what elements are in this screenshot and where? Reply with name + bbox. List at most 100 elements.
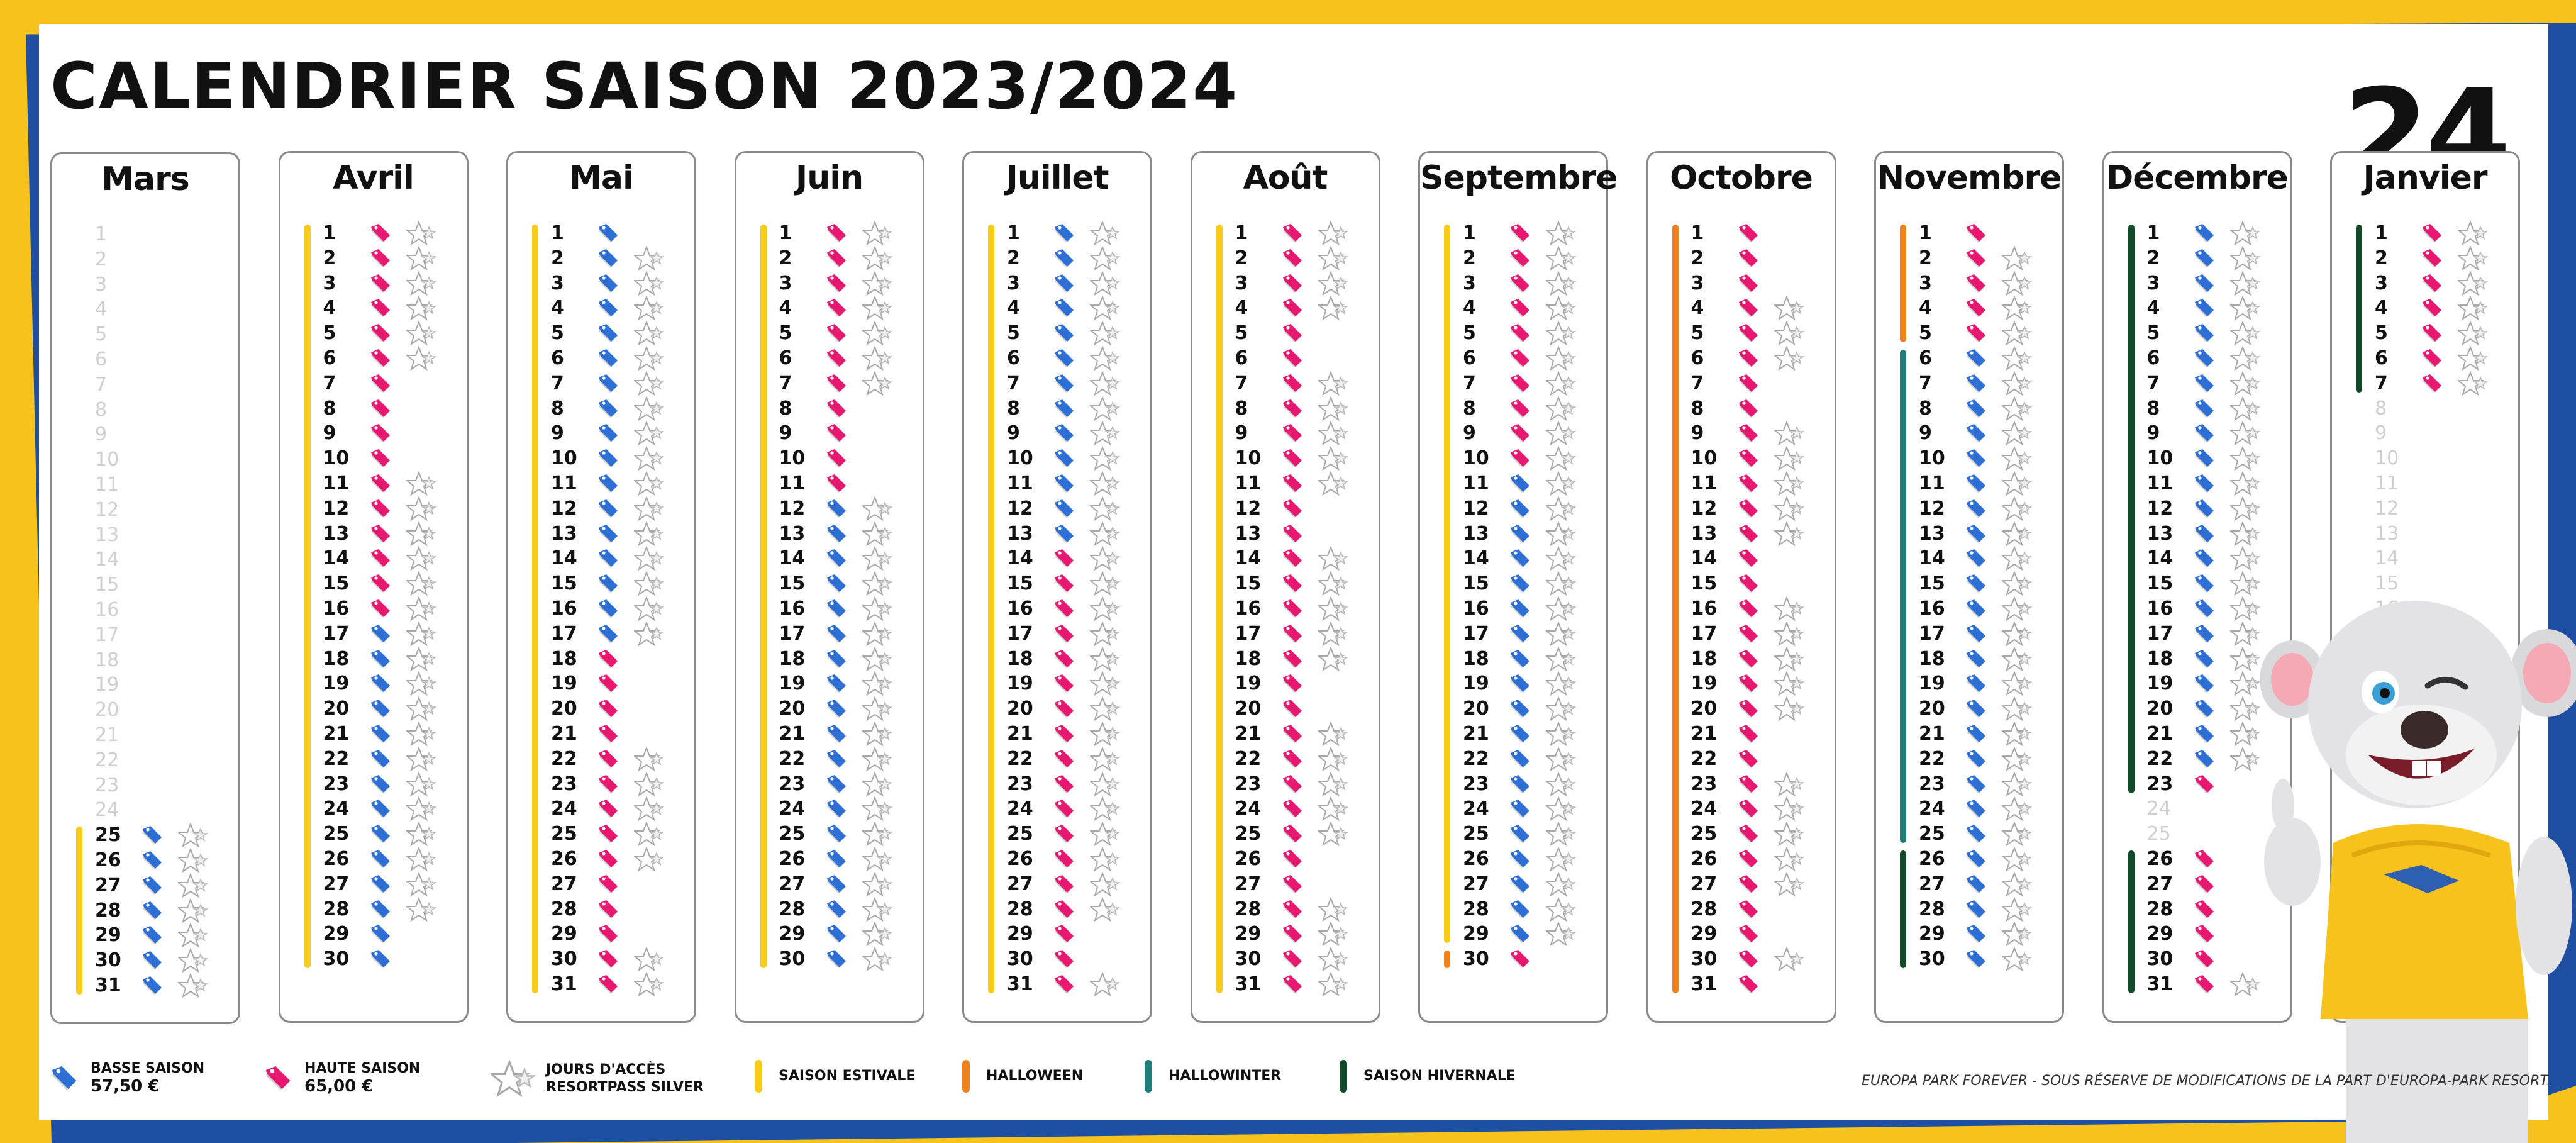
day-number: 25 [1463, 823, 1489, 845]
day-number: 16 [1919, 597, 1945, 620]
day-row: 3 [964, 270, 1150, 296]
season-bar-segment [532, 621, 538, 647]
season-bar-segment [304, 671, 311, 697]
month-name: Août [1243, 159, 1328, 197]
day-row: 6 [1876, 345, 2062, 371]
basse-saison-tag-icon [142, 901, 163, 920]
season-bar-segment [760, 321, 767, 347]
haute-saison-tag-icon [1282, 799, 1303, 818]
season-bar-segment [1900, 270, 1906, 296]
haute-saison-tag-icon [1282, 248, 1303, 267]
day-row: 8 [280, 396, 467, 421]
day-row: 1 [2104, 220, 2290, 246]
day-row: 10 [2332, 446, 2518, 471]
day-number: 26 [1919, 847, 1945, 870]
day-number: 17 [779, 622, 806, 645]
day-row: 26 [1876, 846, 2062, 872]
day-row: 3 [1192, 270, 1379, 296]
season-bar-segment [1672, 521, 1679, 547]
season-bar-segment [1216, 846, 1223, 872]
season-bar-segment [1216, 421, 1223, 447]
month-name: Janvier [2363, 159, 2487, 197]
season-bar-segment [2128, 596, 2135, 622]
day-number: 2 [1919, 247, 1932, 269]
resortpass-star-icon [2001, 821, 2033, 847]
basse-saison-tag-icon [2194, 549, 2215, 568]
day-row: 5 [280, 320, 467, 347]
day-row: 31 [1192, 971, 1379, 997]
legend: BASSE SAISON 57,50 € HAUTE SAISON 65,00 € JO… [50, 1059, 2541, 1110]
day-number: 20 [1007, 698, 1033, 720]
day-row: 7 [1648, 371, 1835, 396]
day-number: 27 [1919, 873, 1945, 895]
day-number: 10 [323, 447, 350, 470]
basse-saison-tag-icon [2194, 449, 2215, 468]
season-bar-segment [988, 896, 994, 922]
legend-price: 57,50 € [91, 1077, 160, 1096]
day-row: 24 [1648, 796, 1835, 822]
day-row: 14 [1648, 546, 1835, 572]
season-bar-segment [2128, 446, 2135, 472]
season-bar-segment [2128, 546, 2135, 572]
day-row: 15 [2332, 571, 2518, 596]
day-number: 8 [2146, 397, 2160, 420]
day-row: 28 [1192, 896, 1379, 922]
season-bar-segment [1900, 746, 1906, 772]
day-row: 27 [508, 871, 694, 897]
resortpass-star-icon [404, 721, 437, 747]
season-bar-segment [1900, 471, 1906, 496]
day-row: 4 [1192, 295, 1379, 321]
basse-saison-tag-icon [1053, 298, 1075, 318]
day-row: 24 [280, 796, 467, 822]
haute-saison-tag-icon [370, 574, 391, 593]
resortpass-star-icon [1545, 896, 1577, 922]
day-number: 30 [323, 948, 350, 971]
day-row: 13 [2104, 520, 2290, 547]
resortpass-star-icon [177, 973, 209, 998]
haute-saison-tag-icon [1053, 649, 1075, 668]
haute-saison-tag-icon [1053, 974, 1075, 993]
basse-saison-tag-icon [1965, 799, 1987, 818]
season-bar-segment [2128, 396, 2135, 421]
resortpass-star-icon [2457, 345, 2489, 371]
day-number: 11 [323, 472, 350, 494]
basse-saison-tag-icon [142, 850, 163, 869]
basse-saison-tag-icon [1509, 699, 1531, 718]
resortpass-star-icon [860, 771, 893, 797]
season-bar-segment [2356, 225, 2362, 246]
day-row: 9 [736, 421, 923, 447]
season-bar-segment [1444, 421, 1450, 447]
resortpass-star-icon [1545, 620, 1577, 647]
season-bar-segment [988, 971, 994, 993]
resortpass-star-icon [633, 345, 665, 371]
season-bar-segment [1216, 871, 1223, 897]
season-bar-segment [304, 796, 311, 822]
season-bar-segment [988, 225, 994, 246]
haute-saison-tag-icon [2194, 974, 2215, 993]
day-number: 20 [551, 698, 577, 720]
season-bar-segment [2128, 896, 2135, 922]
resortpass-star-icon [1316, 645, 1349, 672]
haute-saison-tag-icon [1282, 348, 1303, 367]
season-bar-segment [2128, 971, 2135, 993]
haute-saison-tag-icon [1509, 374, 1531, 393]
haute-saison-tag-icon [1053, 774, 1075, 793]
day-number: 14 [2146, 547, 2174, 570]
resortpass-star-icon [404, 871, 437, 897]
haute-saison-tag-icon [370, 524, 391, 543]
basse-saison-tag-icon [597, 423, 619, 443]
day-row: 15 [1192, 571, 1379, 597]
day-row: 5 [2104, 320, 2290, 347]
resortpass-star-icon [1089, 796, 1121, 822]
day-number: 12 [95, 498, 119, 521]
resortpass-star-icon [2228, 220, 2261, 246]
resortpass-star-icon [633, 445, 665, 471]
day-row: 22 [2104, 745, 2290, 772]
resortpass-star-icon [860, 846, 893, 872]
day-number: 20 [1690, 698, 1718, 720]
day-number: 22 [779, 747, 806, 770]
basse-saison-tag-icon [1965, 599, 1987, 618]
season-bar-segment [988, 671, 994, 697]
season-bar-segment [1216, 796, 1223, 822]
day-number: 14 [779, 547, 806, 570]
